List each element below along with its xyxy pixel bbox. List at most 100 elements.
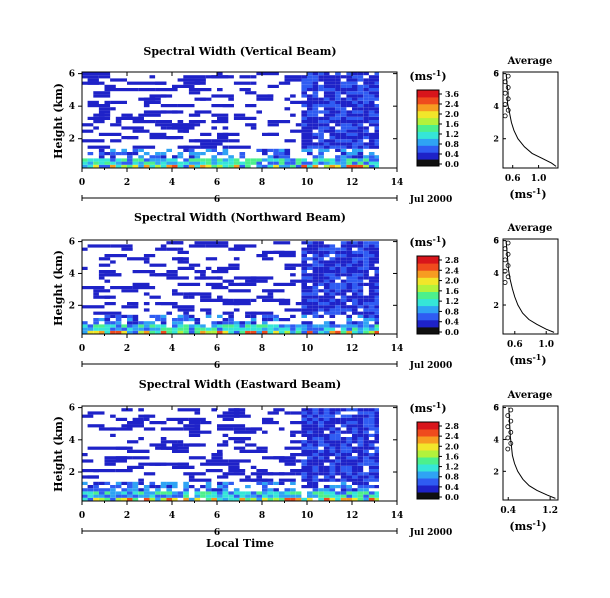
heatmap-cell: [177, 250, 189, 254]
heatmap-cell: [374, 456, 379, 460]
heatmap-cell: [200, 132, 212, 136]
heatmap-cell: [335, 81, 341, 85]
heatmap-cell: [217, 497, 223, 501]
heatmap-cell: [160, 94, 173, 98]
average-x-label: (ms-1): [509, 352, 546, 367]
heatmap-cell: [329, 491, 336, 495]
average-frame: [502, 238, 559, 335]
heatmap-cell: [278, 497, 285, 501]
heatmap-cell: [87, 152, 94, 156]
heatmap-cell: [307, 459, 313, 463]
heatmap-cell: [250, 427, 263, 431]
heatmap-cell: [363, 132, 369, 136]
heatmap-cell: [262, 327, 268, 331]
heatmap-cell: [357, 286, 364, 290]
heatmap-cell: [312, 481, 319, 485]
colorbar-swatch: [417, 256, 439, 264]
heatmap-cell: [104, 324, 111, 328]
heatmap-cell: [357, 250, 364, 254]
heatmap-cell: [352, 440, 358, 444]
heatmap-cell: [110, 427, 133, 431]
heatmap-cell: [318, 100, 324, 104]
heatmap-cell: [346, 472, 352, 476]
heatmap-cell: [307, 427, 313, 431]
heatmap-cell: [217, 494, 223, 498]
heatmap-cell: [340, 270, 347, 274]
heatmap-cell: [346, 478, 352, 482]
heatmap-cell: [301, 311, 307, 315]
heatmap-cell: [307, 453, 313, 457]
y-axis-label: Height (km): [52, 83, 65, 159]
heatmap-cell: [93, 497, 99, 501]
heatmap-cell: [245, 324, 251, 328]
heatmap-cell: [183, 161, 189, 165]
heatmap-cell: [233, 324, 240, 328]
heatmap-cell: [273, 408, 285, 412]
heatmap-cell: [357, 152, 364, 156]
heatmap-cell: [301, 270, 307, 274]
heatmap-cell: [352, 302, 358, 306]
heatmap-cell: [217, 491, 223, 495]
heatmap-cell: [363, 295, 369, 299]
heatmap-cell: [82, 286, 105, 290]
heatmap-cell: [115, 497, 122, 501]
heatmap-cell: [307, 250, 313, 254]
colorbar-swatch: [417, 298, 439, 307]
heatmap-cell: [172, 289, 178, 293]
heatmap-cell: [374, 282, 379, 286]
heatmap-cell: [335, 433, 341, 437]
heatmap-cell: [323, 244, 330, 248]
heatmap-cell: [346, 84, 352, 88]
heatmap-cell: [166, 497, 172, 501]
y-tick-label: 4: [69, 436, 75, 446]
heatmap-cell: [183, 158, 189, 162]
heatmap-cell: [172, 497, 178, 501]
heatmap-cell: [346, 440, 352, 444]
heatmap-cell: [374, 433, 379, 437]
heatmap-cell: [323, 250, 330, 254]
heatmap-cell: [228, 459, 251, 463]
heatmap-cell: [307, 289, 313, 293]
heatmap-cell: [340, 158, 347, 162]
heatmap-cell: [352, 433, 358, 437]
heatmap-cell: [87, 475, 99, 479]
heatmap-cell: [301, 497, 307, 501]
heatmap-cell: [374, 453, 379, 457]
average-x-tick-label: 0.6: [507, 340, 523, 350]
heatmap-cell: [307, 305, 313, 309]
average-marker: [505, 73, 511, 79]
heatmap-cell: [368, 485, 375, 489]
heatmap-cell: [194, 152, 201, 156]
heatmap-cell: [312, 308, 319, 312]
heatmap-cell: [217, 72, 223, 76]
heatmap-cell: [250, 330, 257, 334]
heatmap-cell: [160, 497, 167, 501]
heatmap-cell: [177, 260, 189, 264]
heatmap-cell: [183, 485, 189, 489]
heatmap-cell: [233, 113, 246, 117]
heatmap-cell: [166, 491, 172, 495]
heatmap-cell: [233, 469, 246, 473]
heatmap-cell: [352, 494, 358, 498]
heatmap-cell: [121, 491, 127, 495]
heatmap-cell: [222, 302, 240, 306]
heatmap-cell: [340, 298, 347, 302]
heatmap-cell: [98, 327, 105, 331]
heatmap-cell: [290, 129, 307, 133]
heatmap-cell: [312, 276, 319, 280]
heatmap-cell: [138, 478, 144, 482]
heatmap-cell: [98, 155, 105, 159]
heatmap-cell: [357, 475, 364, 479]
colorbar-unit-label: (ms-1): [409, 400, 446, 415]
heatmap-cell: [368, 292, 375, 296]
heatmap-cell: [323, 148, 330, 152]
heatmap-cell: [307, 324, 313, 328]
heatmap-cell: [188, 88, 212, 92]
heatmap-cell: [149, 494, 156, 498]
heatmap-cell: [368, 462, 375, 466]
heatmap-cell: [104, 84, 116, 88]
heatmap-cell: [273, 481, 279, 485]
heatmap-cell: [284, 491, 291, 495]
heatmap-cell: [357, 94, 364, 98]
heatmap-cell: [239, 161, 246, 165]
